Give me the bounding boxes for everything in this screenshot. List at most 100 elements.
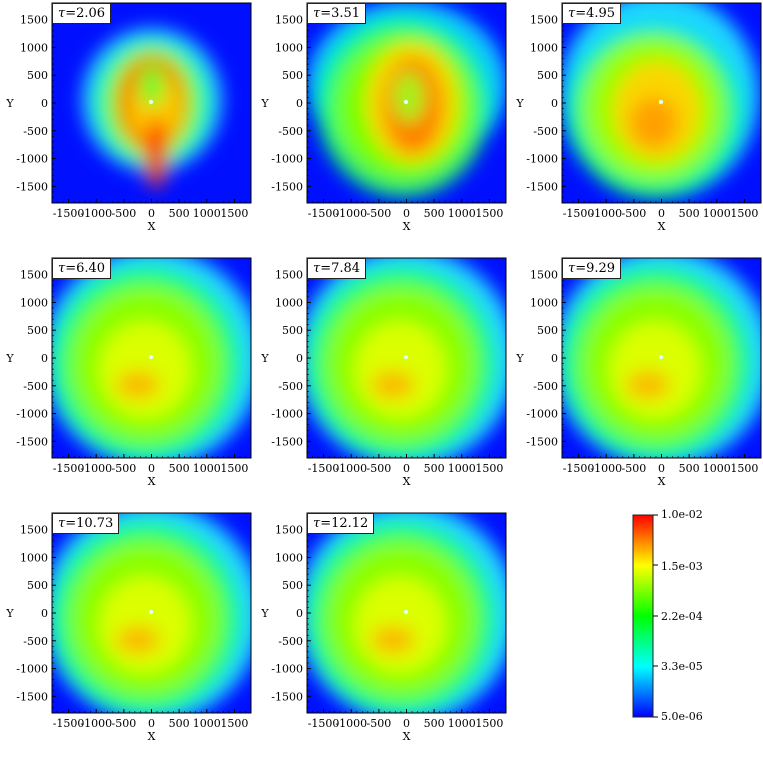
panel-plot: -1500-1000 -500 0 500 1000 1500150010005000-5… [5,512,252,743]
density-region [371,371,415,399]
colorbar-ticks [653,514,658,718]
x-tick-label: 0 [148,462,155,475]
x-tick-label: -1500 [308,717,340,730]
tau-label: τ=4.95 [562,3,622,24]
x-tick-label: 500 [169,462,190,475]
panel-5: -1500 -1000 -500 0 500 1000 1500 1500 1000 500 0 -5… [255,255,507,490]
panel-1: -1500 -1000 -500 0 500 1000 1500 1500 1000 500 0 -5… [0,0,252,235]
x-axis-title: X [403,475,411,488]
center-marker [148,354,154,360]
density-region [609,322,701,418]
x-tick-label: -500 [112,717,137,730]
x-tick-label: 500 [679,462,700,475]
x-tick-label: 500 [169,717,190,730]
y-axis-title: Y [260,97,269,110]
density-region [144,117,168,189]
x-tick-label: 1500 [730,462,758,475]
x-tick-label: -1000 [335,207,367,220]
y-tick-label: -1500 [526,435,558,448]
y-tick-label: -500 [278,635,303,648]
x-tick-label: 1000 [703,207,731,220]
y-tick-label: -1500 [16,435,48,448]
colorbar-svg: 1.0e-02 1.5e-03 2.2e-04 3.3e-05 5.0e-06 [632,508,703,723]
x-tick-label: -500 [622,207,647,220]
x-tick-label: -1000 [590,462,622,475]
tau-label: τ=2.06 [52,3,112,24]
x-tick-label: -1500 [53,717,85,730]
x-tick-label: 500 [424,462,445,475]
center-marker [658,99,664,105]
y-axis-title: Y [260,352,269,365]
y-tick-label: 0 [41,97,48,110]
panel-plot: -1500-1000 -500 0 500 1000 1500150010005000-5… [260,257,507,488]
x-axis-title: X [658,220,666,233]
x-tick-label: 1000 [448,207,476,220]
x-tick-label: 0 [403,207,410,220]
y-tick-label: 1500 [20,269,48,282]
tau-label: τ=6.40 [52,258,112,279]
y-tick-label: -1000 [271,153,303,166]
y-tick-label: -1000 [16,408,48,421]
y-tick-label: 0 [296,607,303,620]
tau-value: =4.95 [575,6,616,21]
x-tick-label: -1500 [53,462,85,475]
colorbar: 1.0e-02 1.5e-03 2.2e-04 3.3e-05 5.0e-06 [600,505,760,725]
density-region [371,626,415,654]
heatmap-field [82,28,222,189]
x-tick-label: -1000 [590,207,622,220]
y-axis-title: Y [5,97,14,110]
x-tick-label: -500 [367,717,392,730]
x-tick-label: -1000 [335,462,367,475]
y-tick-label: 0 [296,97,303,110]
panel-7: -1500 -1000 -500 0 500 1000 1500 1500 1000 500 0 -5… [0,510,252,745]
x-axis-title: X [148,730,156,743]
x-tick-label: 1500 [475,207,503,220]
x-tick-label: -1000 [335,717,367,730]
tau-symbol: τ [58,516,66,531]
x-tick-label: 0 [403,717,410,730]
x-tick-label: 0 [148,207,155,220]
panel-plot: -1500-1000 -500 0 500 1000 1500150010005000-5… [5,257,252,488]
x-tick-label: 1000 [193,462,221,475]
y-tick-label: 1000 [530,296,558,309]
y-tick-label: -500 [533,125,558,138]
y-axis-title: Y [515,352,524,365]
panel-2: -1500 -1000 -500 0 500 1000 1500 1500 1000 500 0 -5… [255,0,507,235]
x-tick-label: 1500 [220,717,248,730]
y-tick-label: 500 [282,579,303,592]
y-tick-label: -500 [278,125,303,138]
tau-label: τ=7.84 [307,258,367,279]
y-tick-label: -500 [23,635,48,648]
colorbar-label-0: 1.0e-02 [661,508,703,521]
y-tick-label: -500 [278,380,303,393]
x-tick-label: -1500 [308,462,340,475]
y-tick-label: 1000 [20,41,48,54]
y-axis-title: Y [515,97,524,110]
center-marker [403,354,409,360]
y-tick-label: 500 [537,324,558,337]
y-tick-label: -1000 [526,408,558,421]
x-axis-title: X [148,220,156,233]
tau-value: =10.73 [65,516,114,531]
y-tick-label: 0 [41,352,48,365]
panel-4: -1500 -1000 -500 0 500 1000 1500 1500 1000 500 0 -5… [0,255,252,490]
x-tick-label: -1000 [80,462,112,475]
y-axis-title: Y [5,607,14,620]
heatmap-field [307,3,506,198]
x-tick-label: 1500 [730,207,758,220]
x-tick-label: -1500 [563,462,595,475]
density-region [630,97,678,149]
tau-symbol: τ [568,6,576,21]
center-marker [403,99,409,105]
tau-symbol: τ [313,516,321,531]
tau-symbol: τ [58,261,66,276]
panel-plot: -1500-1000 -500 0 500 1000 1500150010005000-5… [260,512,507,743]
density-region [99,577,191,673]
y-tick-label: -500 [23,125,48,138]
center-marker [658,354,664,360]
density-region [99,322,191,418]
x-tick-label: -500 [367,207,392,220]
density-region [116,626,160,654]
x-tick-label: 0 [658,207,665,220]
panel-plot: -1500-1000 -500 0 500 1000 1500150010005000-5… [260,2,507,233]
